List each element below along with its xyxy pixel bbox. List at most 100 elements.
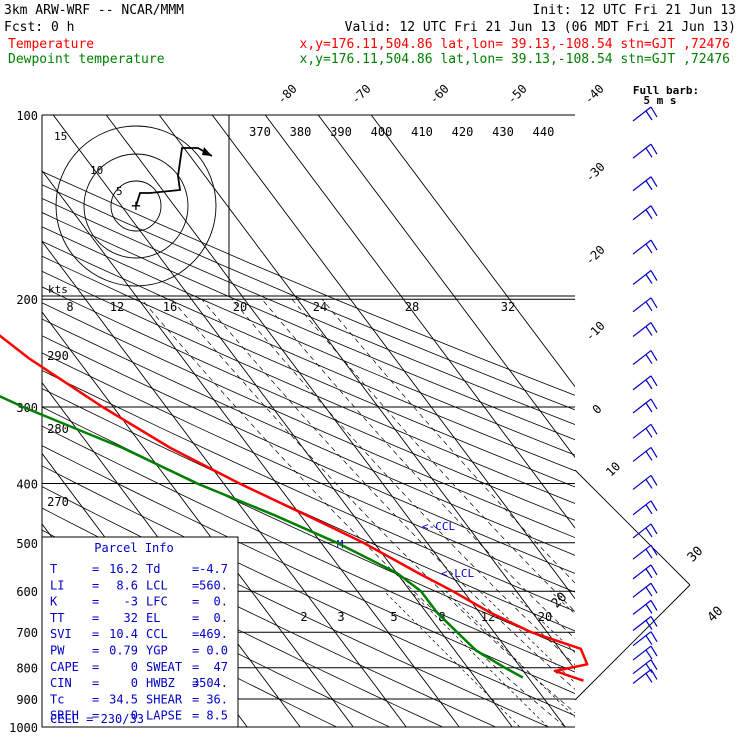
barb-key-title: Full barb: <box>633 84 699 97</box>
legend-temperature-info: x,y=176.11,504.86 lat,lon= 39.13,-108.54… <box>300 37 730 52</box>
parcel-eq: = <box>192 611 199 625</box>
parcel-eq: = <box>192 692 199 706</box>
pressure-label: 600 <box>16 585 38 599</box>
wind-barb <box>632 176 658 192</box>
dry-adiabat-line <box>42 318 575 556</box>
parcel-eq: = <box>92 611 99 625</box>
wind-barb <box>632 523 658 539</box>
pressure-label: 700 <box>16 626 38 640</box>
isotherm-label: -40 <box>582 82 607 107</box>
thetae-label: 270 <box>47 495 69 509</box>
parcel-key: LI <box>50 578 64 592</box>
parcel-eq: = <box>192 595 199 609</box>
wind-barb <box>632 582 658 598</box>
parcel-info-title: Parcel Info <box>94 541 173 555</box>
dry-adiabat-line <box>42 212 575 441</box>
hodograph-ring-label: 10 <box>90 164 103 177</box>
parcel-key: Td <box>146 562 160 576</box>
dry-adiabat-line <box>42 445 575 694</box>
parcel-key: EL <box>146 611 160 625</box>
hodograph-ring-label: 15 <box>54 130 67 143</box>
mixing-ratio-label: 5 <box>390 610 397 624</box>
isotherm-label: -30 <box>583 160 608 185</box>
parcel-value: 8.5 <box>206 709 228 723</box>
hodograph-speed-label: 16 <box>163 300 177 314</box>
hodograph-ring <box>110 180 162 232</box>
mixing-ratio-label: 3 <box>337 610 344 624</box>
parcel-key: LFC <box>146 595 168 609</box>
mixing-ratio-line <box>479 590 575 684</box>
parcel-eq: = <box>92 595 99 609</box>
mixing-ratio-line <box>410 590 549 727</box>
parcel-value: -3 <box>124 595 138 609</box>
parcel-value: 32 <box>124 611 138 625</box>
isotherm-label: 30 <box>685 544 707 566</box>
isotherm-line <box>42 240 407 727</box>
dry-adiabat-label: 400 <box>371 125 393 139</box>
isotherm-label: -20 <box>583 243 608 268</box>
wind-barb <box>632 375 658 391</box>
dry-adiabat-line <box>42 352 575 593</box>
isotherm-line <box>158 115 575 671</box>
dry-adiabat-line <box>42 465 575 717</box>
parcel-eq: = <box>92 644 99 658</box>
wind-barb <box>632 350 658 366</box>
wind-barb <box>632 143 658 159</box>
hodograph-speed-label: 28 <box>405 300 419 314</box>
parcel-value: 0 <box>131 660 138 674</box>
parcel-key: K <box>50 595 58 609</box>
hodograph-ring <box>83 153 189 259</box>
wind-barb <box>632 474 658 490</box>
parcel-key: LAPSE <box>146 709 182 723</box>
parcel-value: 10.4 <box>109 627 138 641</box>
thetae-label: 290 <box>47 349 69 363</box>
wind-barb <box>632 616 658 631</box>
isotherm-line <box>317 115 575 459</box>
mixing-ratio-line <box>510 590 575 654</box>
mixing-ratio-label: 2 <box>300 610 307 624</box>
parcel-info-box <box>41 536 239 728</box>
skew-border-line <box>574 469 691 586</box>
wind-barb <box>632 599 658 615</box>
dry-adiabat-line <box>42 171 575 396</box>
temperature-profile <box>0 334 589 682</box>
dry-adiabat-label: 410 <box>411 125 433 139</box>
parcel-info-row: CIN = 0 HWBZ =3504. <box>50 676 228 690</box>
parcel-info-row: SREH = 0 LAPSE = 8.5 <box>50 709 228 723</box>
wind-barb <box>632 106 658 122</box>
isotherm-label: -10 <box>583 319 608 344</box>
parcel-key: Tc <box>50 692 64 706</box>
moist-adiabat-line <box>141 298 566 727</box>
legend-temperature-label: Temperature <box>8 37 94 52</box>
parcel-info-row: K = -3 LFC = 0. <box>50 595 228 609</box>
dry-adiabat-label: 380 <box>290 125 312 139</box>
dry-adiabat-label: 430 <box>492 125 514 139</box>
dry-adiabat-label: 370 <box>249 125 271 139</box>
model-title: 3km ARW-WRF -- NCAR/MMM <box>4 3 184 18</box>
isotherm-label: 0 <box>590 402 605 417</box>
mixing-ratio-label: 20 <box>538 610 552 624</box>
pressure-label: 400 <box>16 477 38 491</box>
valid-time: Valid: 12 UTC Fri 21 Jun 13 (06 MDT Fri … <box>345 20 736 35</box>
hodograph-speed-label: 24 <box>313 300 327 314</box>
wind-barb <box>632 239 658 255</box>
parcel-value: 0 <box>131 676 138 690</box>
pressure-label: 100 <box>16 109 38 123</box>
wind-barb <box>632 659 658 675</box>
parcel-value: 3504. <box>192 676 228 690</box>
forecast-hour: Fcst: 0 h <box>4 20 74 35</box>
wind-barb <box>632 205 658 221</box>
init-time: Init: 12 UTC Fri 21 Jun 13 <box>533 3 737 18</box>
parcel-eq: = <box>92 676 99 690</box>
wind-barb <box>632 645 658 661</box>
wind-barb <box>632 564 658 580</box>
parcel-eq: = <box>192 660 199 674</box>
parcel-info-panel: Parcel Info T = 16.2 Td = -4.7LI = 8.6 LCL = 560.K… <box>41 536 239 728</box>
pressure-label: 800 <box>16 662 38 676</box>
parcel-info-rows: T = 16.2 Td = -4.7LI = 8.6 LCL = 560.K = -3 LFC = 0.TT =… <box>50 562 228 723</box>
dry-adiabat-line <box>42 184 575 411</box>
wind-barb <box>632 398 658 414</box>
dry-adiabat-line <box>42 302 575 539</box>
parcel-value: 0.0 <box>206 644 228 658</box>
